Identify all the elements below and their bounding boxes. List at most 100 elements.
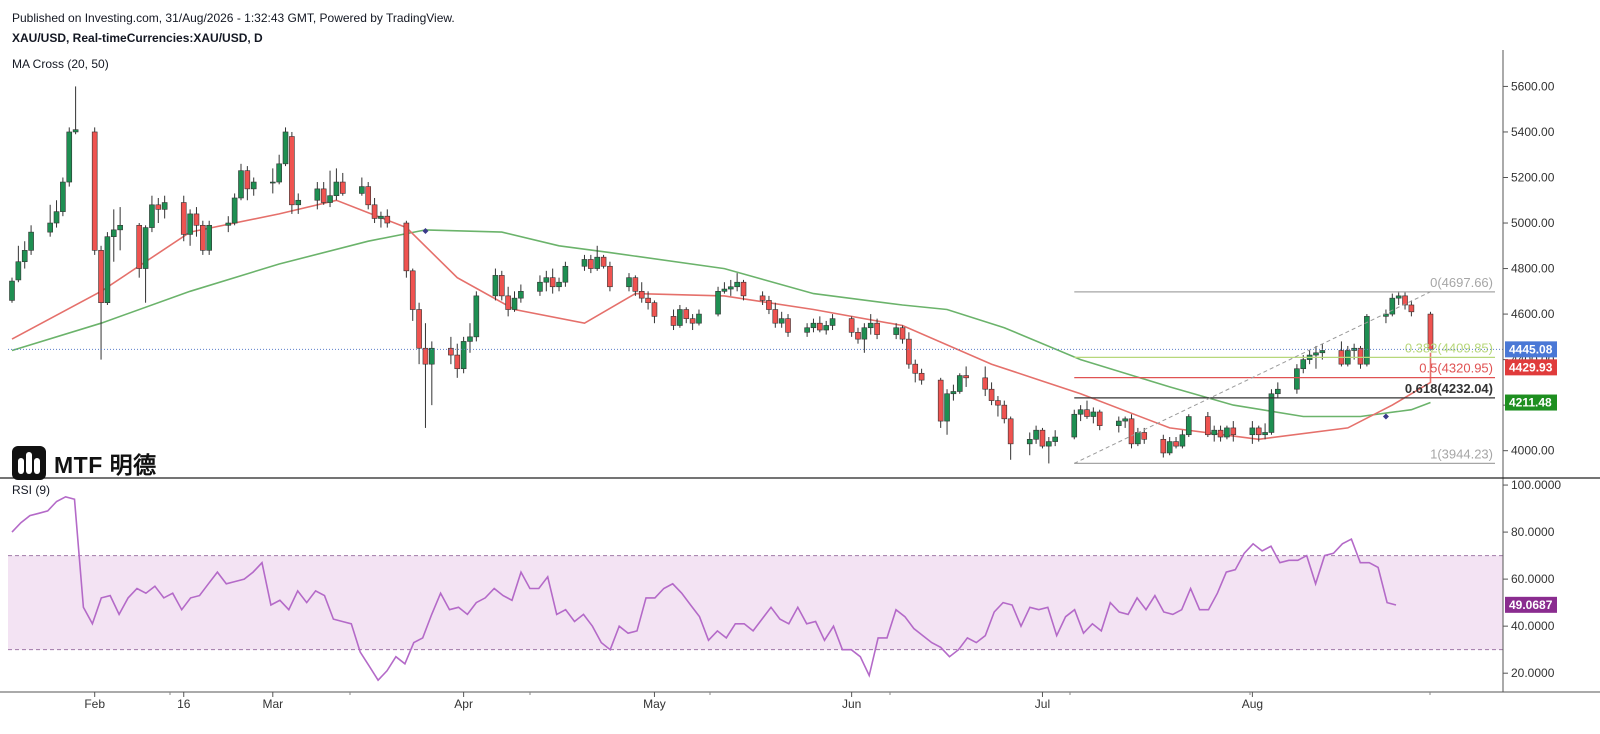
candle[interactable]: [448, 336, 454, 365]
candle[interactable]: [180, 195, 187, 242]
candle[interactable]: [810, 318, 817, 333]
candle[interactable]: [225, 216, 232, 233]
candle[interactable]: [581, 254, 588, 271]
candle[interactable]: [117, 207, 123, 251]
candle[interactable]: [1338, 341, 1345, 367]
candle[interactable]: [1224, 425, 1230, 440]
candle[interactable]: [772, 302, 779, 328]
candle[interactable]: [988, 382, 995, 406]
candle[interactable]: [804, 323, 810, 337]
candle[interactable]: [161, 195, 168, 219]
candle[interactable]: [66, 127, 73, 187]
candle[interactable]: [155, 197, 162, 224]
candle[interactable]: [937, 377, 944, 428]
candle[interactable]: [460, 336, 467, 374]
candle[interactable]: [1026, 432, 1033, 456]
candle[interactable]: [15, 245, 22, 283]
candle[interactable]: [1039, 427, 1046, 449]
candle[interactable]: [282, 127, 289, 167]
candle[interactable]: [727, 279, 734, 296]
candle[interactable]: [906, 332, 912, 369]
candle[interactable]: [1179, 430, 1186, 449]
candle[interactable]: [893, 323, 899, 340]
candle[interactable]: [136, 223, 143, 278]
candle[interactable]: [378, 211, 384, 228]
candle[interactable]: [289, 131, 295, 214]
candle[interactable]: [1262, 423, 1268, 440]
candle[interactable]: [492, 268, 499, 301]
candle[interactable]: [244, 166, 251, 201]
candle[interactable]: [72, 86, 79, 135]
candle[interactable]: [149, 195, 155, 233]
candle[interactable]: [632, 275, 639, 296]
candle[interactable]: [1001, 400, 1008, 424]
candle[interactable]: [1077, 405, 1084, 422]
candle[interactable]: [1115, 416, 1122, 433]
candle[interactable]: [47, 204, 53, 237]
candle[interactable]: [518, 284, 524, 303]
candle[interactable]: [950, 384, 957, 401]
candle[interactable]: [91, 127, 98, 255]
candle[interactable]: [766, 295, 772, 315]
candle[interactable]: [473, 291, 480, 342]
candle[interactable]: [855, 327, 861, 344]
candle[interactable]: [861, 323, 868, 353]
candle[interactable]: [21, 241, 28, 269]
candle[interactable]: [1166, 437, 1173, 456]
candle[interactable]: [734, 273, 740, 292]
candle[interactable]: [187, 209, 193, 246]
candle[interactable]: [9, 277, 15, 303]
candle[interactable]: [98, 245, 104, 360]
candle[interactable]: [511, 291, 518, 312]
candle[interactable]: [594, 245, 601, 271]
candle[interactable]: [498, 270, 505, 301]
candle[interactable]: [645, 291, 651, 310]
candle[interactable]: [409, 268, 416, 321]
candle[interactable]: [899, 325, 906, 344]
candle[interactable]: [104, 232, 111, 305]
candle[interactable]: [1408, 300, 1415, 317]
candle[interactable]: [1402, 291, 1408, 310]
candle[interactable]: [333, 168, 340, 201]
candle[interactable]: [715, 286, 721, 317]
candle[interactable]: [1395, 291, 1402, 305]
candle[interactable]: [537, 275, 543, 296]
candle[interactable]: [269, 168, 276, 194]
candle[interactable]: [416, 302, 422, 365]
candle[interactable]: [142, 225, 149, 303]
candle[interactable]: [1268, 389, 1275, 435]
candle[interactable]: [817, 316, 823, 333]
candle[interactable]: [60, 177, 66, 217]
candle[interactable]: [1255, 425, 1262, 442]
candle[interactable]: [403, 220, 410, 278]
candle[interactable]: [848, 316, 855, 337]
candle[interactable]: [1185, 414, 1192, 438]
candle[interactable]: [1122, 416, 1128, 428]
candle[interactable]: [651, 300, 658, 324]
candle[interactable]: [1135, 427, 1141, 447]
candle[interactable]: [1300, 355, 1307, 374]
candle[interactable]: [1173, 437, 1179, 449]
candle[interactable]: [683, 307, 690, 324]
candle[interactable]: [327, 170, 333, 208]
candle[interactable]: [963, 366, 969, 387]
candle[interactable]: [556, 277, 562, 292]
candle[interactable]: [314, 182, 321, 210]
candle[interactable]: [110, 209, 117, 262]
candle[interactable]: [1090, 407, 1097, 424]
candle[interactable]: [670, 309, 677, 331]
candle[interactable]: [600, 254, 607, 269]
candle[interactable]: [28, 225, 34, 255]
candle[interactable]: [1230, 421, 1237, 442]
candle[interactable]: [759, 291, 766, 305]
candle[interactable]: [238, 163, 244, 201]
candle[interactable]: [696, 309, 702, 326]
candle[interactable]: [918, 368, 925, 385]
candle[interactable]: [53, 200, 60, 228]
candle[interactable]: [1128, 414, 1135, 449]
candle[interactable]: [193, 207, 200, 237]
candle[interactable]: [1052, 430, 1058, 447]
candle[interactable]: [359, 177, 365, 196]
candle[interactable]: [1084, 400, 1090, 419]
candle[interactable]: [231, 193, 238, 226]
